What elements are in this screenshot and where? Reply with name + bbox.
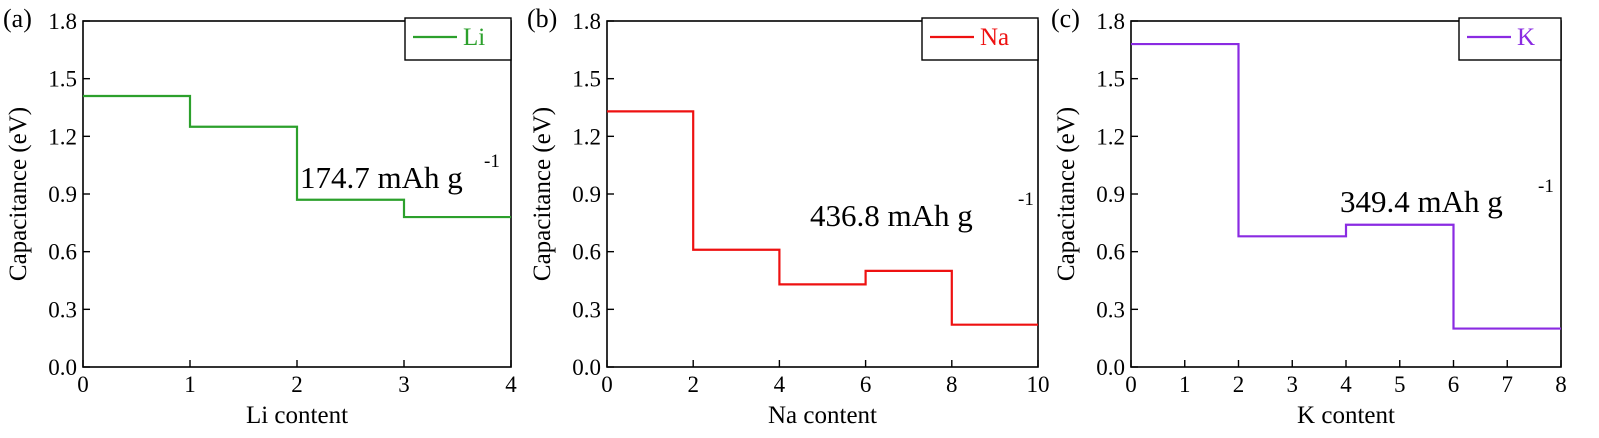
legend-entry: K bbox=[1517, 24, 1535, 51]
y-tick-label: 1.2 bbox=[1096, 124, 1125, 149]
panel-c: 0 1 2 3 4 5 6 7 8 0.0 0.3 0.6 0.9 1.2 1.5 1.8 K content C… bbox=[1051, 4, 1567, 429]
y-tick-label: 0.3 bbox=[572, 297, 601, 322]
legend-box bbox=[404, 17, 512, 61]
y-tick-label: 1.8 bbox=[48, 9, 77, 34]
y-tick-label: 0.0 bbox=[1096, 355, 1125, 380]
x-tick-label: 8 bbox=[1555, 372, 1567, 397]
y-tick-label: 0.3 bbox=[48, 297, 77, 322]
x-tick-label: 0 bbox=[601, 372, 613, 397]
capacity-annotation: 349.4 mAh g bbox=[1340, 184, 1503, 219]
x-tick-label: 3 bbox=[398, 372, 410, 397]
series-line-li bbox=[83, 94, 511, 219]
y-axis-title: Capacitance (eV) bbox=[1053, 107, 1080, 281]
capacity-annotation-superscript: -1 bbox=[1538, 176, 1554, 197]
x-tick-label: 6 bbox=[860, 372, 872, 397]
y-tick-label: 0.9 bbox=[1096, 182, 1125, 207]
y-tick-label: 0.6 bbox=[572, 240, 601, 265]
y-tick-label: 1.5 bbox=[572, 67, 601, 92]
y-tick-label: 1.2 bbox=[572, 124, 601, 149]
legend-box bbox=[921, 17, 1039, 61]
x-tick-label: 4 bbox=[505, 372, 517, 397]
x-tick-label: 1 bbox=[184, 372, 196, 397]
x-tick-label: 8 bbox=[946, 372, 958, 397]
x-tick-label: 6 bbox=[1448, 372, 1460, 397]
legend-entry: Na bbox=[980, 24, 1009, 51]
x-tick-label: 0 bbox=[77, 372, 89, 397]
capacity-annotation: 436.8 mAh g bbox=[810, 198, 973, 233]
y-tick-label: 0.9 bbox=[48, 182, 77, 207]
x-tick-label: 1 bbox=[1179, 372, 1191, 397]
x-axis-title: Na content bbox=[768, 402, 877, 429]
capacity-annotation: 174.7 mAh g bbox=[300, 160, 463, 195]
y-tick-label: 1.8 bbox=[1096, 9, 1125, 34]
y-tick-label: 1.8 bbox=[572, 9, 601, 34]
y-tick-label: 0.6 bbox=[48, 240, 77, 265]
x-tick-label: 2 bbox=[687, 372, 699, 397]
legend-box bbox=[1458, 17, 1562, 61]
x-tick-label: 4 bbox=[774, 372, 786, 397]
panel-a: 0 1 2 3 4 0.0 0.3 0.6 0.9 1.2 1.5 1.8 Li content Capa… bbox=[3, 4, 517, 429]
y-tick-label: 1.5 bbox=[48, 67, 77, 92]
x-axis-title: K content bbox=[1297, 402, 1395, 429]
y-tick-label: 0.0 bbox=[48, 355, 77, 380]
y-tick-label: 1.5 bbox=[1096, 67, 1125, 92]
panel-b: 0 2 4 6 8 10 0.0 0.3 0.6 0.9 1.2 1.5 1.8 Na content Ca… bbox=[527, 4, 1050, 429]
panel-label: (a) bbox=[3, 4, 32, 33]
series-line-na bbox=[607, 110, 1038, 326]
capacity-annotation-superscript: -1 bbox=[1018, 189, 1034, 210]
x-tick-label: 2 bbox=[291, 372, 303, 397]
y-tick-label: 0.3 bbox=[1096, 297, 1125, 322]
x-tick-label: 2 bbox=[1233, 372, 1245, 397]
x-tick-label: 5 bbox=[1394, 372, 1406, 397]
y-tick-label: 0.9 bbox=[572, 182, 601, 207]
x-tick-label: 3 bbox=[1287, 372, 1299, 397]
x-tick-label: 0 bbox=[1125, 372, 1137, 397]
x-tick-label: 7 bbox=[1502, 372, 1514, 397]
y-tick-label: 0.0 bbox=[572, 355, 601, 380]
plot-frame bbox=[606, 20, 1039, 368]
y-axis-title: Capacitance (eV) bbox=[529, 107, 556, 281]
panel-label: (c) bbox=[1051, 4, 1080, 33]
y-axis-title: Capacitance (eV) bbox=[5, 107, 32, 281]
panel-label: (b) bbox=[527, 4, 557, 33]
x-axis-title: Li content bbox=[246, 402, 348, 429]
x-tick-label: 10 bbox=[1027, 372, 1050, 397]
y-tick-label: 1.2 bbox=[48, 124, 77, 149]
x-tick-label: 4 bbox=[1340, 372, 1352, 397]
capacity-annotation-superscript: -1 bbox=[484, 151, 500, 172]
legend-entry: Li bbox=[463, 24, 485, 51]
y-tick-label: 0.6 bbox=[1096, 240, 1125, 265]
series-line-k bbox=[1131, 42, 1561, 330]
